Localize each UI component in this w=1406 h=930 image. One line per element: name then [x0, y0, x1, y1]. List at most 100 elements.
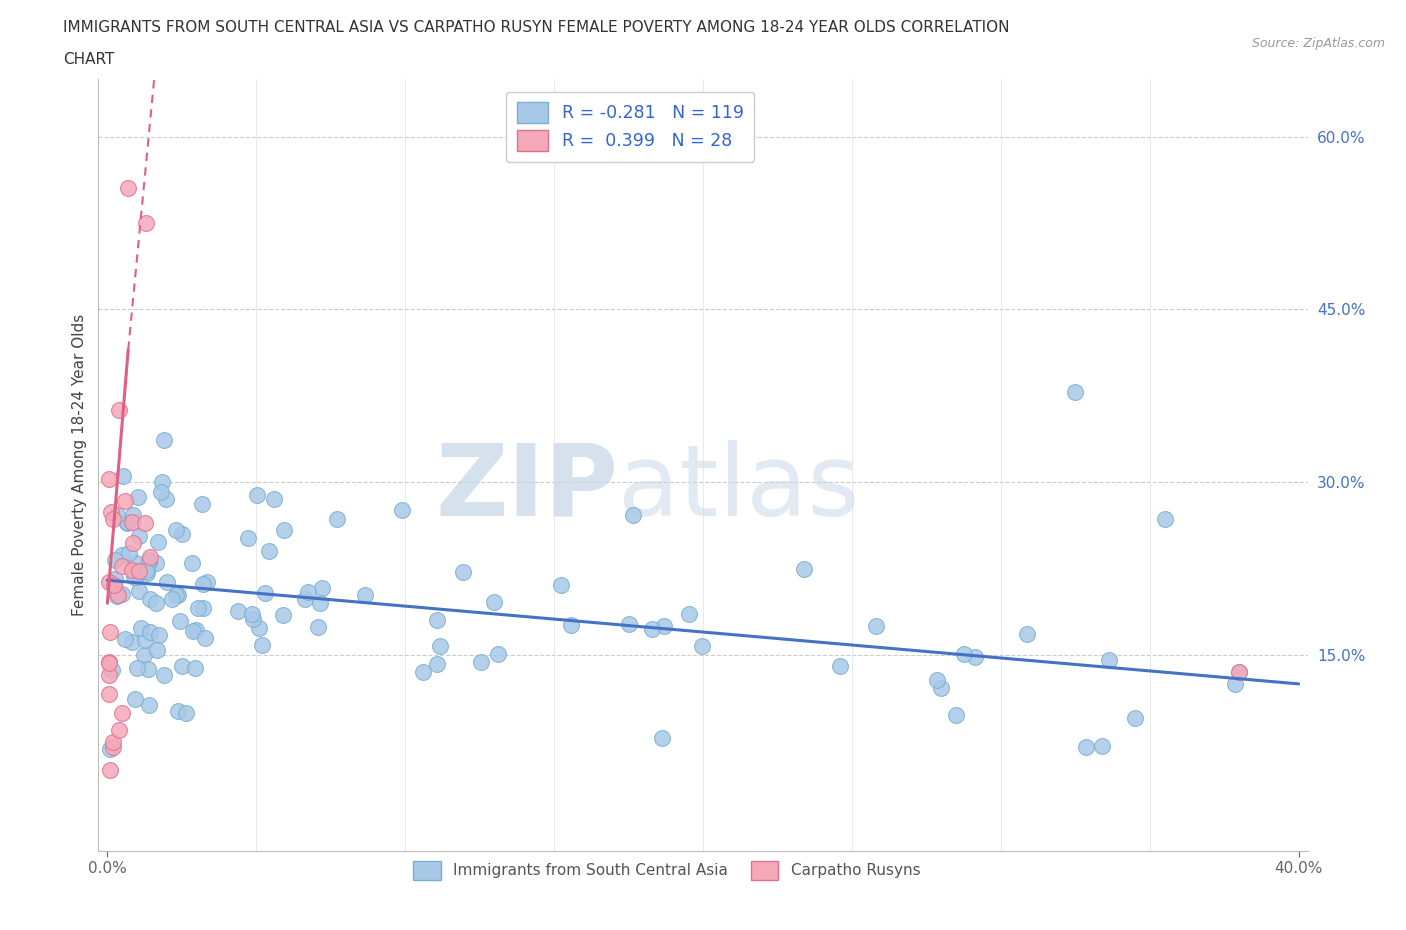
Point — [98, 655, 121, 670]
Point — [98, 575, 121, 590]
Point — [103, 740, 125, 755]
Point — [155, 492, 177, 507]
Point — [326, 512, 349, 526]
Point — [184, 661, 207, 676]
Point — [311, 581, 333, 596]
Point — [426, 657, 449, 671]
Point — [247, 620, 270, 635]
Point — [97, 472, 120, 486]
Text: Source: ZipAtlas.com: Source: ZipAtlas.com — [1251, 37, 1385, 50]
Point — [925, 672, 948, 687]
Point — [138, 698, 160, 712]
Point — [138, 624, 160, 639]
Point — [965, 650, 987, 665]
Point — [167, 704, 190, 719]
Point — [550, 578, 572, 592]
Point — [240, 606, 263, 621]
Point — [108, 723, 131, 737]
Point — [118, 546, 141, 561]
Point — [651, 731, 673, 746]
Point — [136, 566, 159, 581]
Point — [129, 621, 152, 636]
Point — [412, 665, 434, 680]
Point — [617, 617, 640, 631]
Point — [114, 494, 136, 509]
Point — [150, 474, 173, 489]
Point — [184, 622, 207, 637]
Point — [139, 591, 162, 606]
Point — [135, 564, 157, 578]
Point — [122, 508, 145, 523]
Point — [114, 631, 136, 646]
Point — [156, 575, 179, 590]
Point — [273, 523, 295, 538]
Point — [111, 705, 134, 720]
Point — [1223, 676, 1246, 691]
Point — [294, 591, 316, 606]
Point — [125, 569, 148, 584]
Point — [297, 584, 319, 599]
Point — [165, 588, 187, 603]
Point — [252, 637, 274, 652]
Point — [134, 516, 156, 531]
Point — [391, 503, 413, 518]
Point — [929, 681, 952, 696]
Point — [138, 549, 160, 564]
Point — [181, 556, 204, 571]
Point — [271, 607, 294, 622]
Point — [263, 491, 285, 506]
Point — [134, 632, 156, 647]
Point — [621, 508, 644, 523]
Point — [181, 623, 204, 638]
Point — [101, 663, 124, 678]
Point — [308, 596, 330, 611]
Point — [451, 565, 474, 579]
Point — [105, 508, 128, 523]
Text: IMMIGRANTS FROM SOUTH CENTRAL ASIA VS CARPATHO RUSYN FEMALE POVERTY AMONG 18-24 : IMMIGRANTS FROM SOUTH CENTRAL ASIA VS CA… — [63, 20, 1010, 35]
Point — [138, 552, 160, 567]
Point — [124, 692, 146, 707]
Point — [117, 181, 139, 196]
Point — [115, 515, 138, 530]
Point — [148, 628, 170, 643]
Point — [136, 662, 159, 677]
Y-axis label: Female Poverty Among 18-24 Year Olds: Female Poverty Among 18-24 Year Olds — [72, 314, 87, 616]
Point — [128, 584, 150, 599]
Point — [103, 734, 125, 749]
Point — [153, 668, 176, 683]
Point — [828, 658, 851, 673]
Point — [153, 432, 176, 447]
Point — [238, 530, 260, 545]
Point — [124, 569, 146, 584]
Point — [98, 741, 121, 756]
Point — [115, 515, 138, 530]
Point — [111, 559, 134, 574]
Point — [97, 668, 120, 683]
Point — [146, 535, 169, 550]
Text: CHART: CHART — [63, 52, 115, 67]
Point — [145, 595, 167, 610]
Point — [426, 613, 449, 628]
Point — [128, 528, 150, 543]
Point — [121, 514, 143, 529]
Point — [354, 587, 377, 602]
Point — [560, 618, 582, 632]
Legend: Immigrants from South Central Asia, Carpatho Rusyns: Immigrants from South Central Asia, Carp… — [408, 855, 927, 885]
Point — [172, 527, 194, 542]
Point — [103, 578, 125, 592]
Point — [122, 536, 145, 551]
Point — [101, 512, 124, 526]
Point — [111, 547, 134, 562]
Point — [641, 622, 664, 637]
Point — [690, 639, 713, 654]
Point — [127, 489, 149, 504]
Point — [98, 625, 121, 640]
Point — [1098, 653, 1121, 668]
Point — [111, 468, 134, 483]
Point — [135, 216, 157, 231]
Point — [149, 485, 172, 499]
Text: ZIP: ZIP — [436, 440, 619, 537]
Point — [945, 708, 967, 723]
Point — [121, 563, 143, 578]
Point — [470, 655, 492, 670]
